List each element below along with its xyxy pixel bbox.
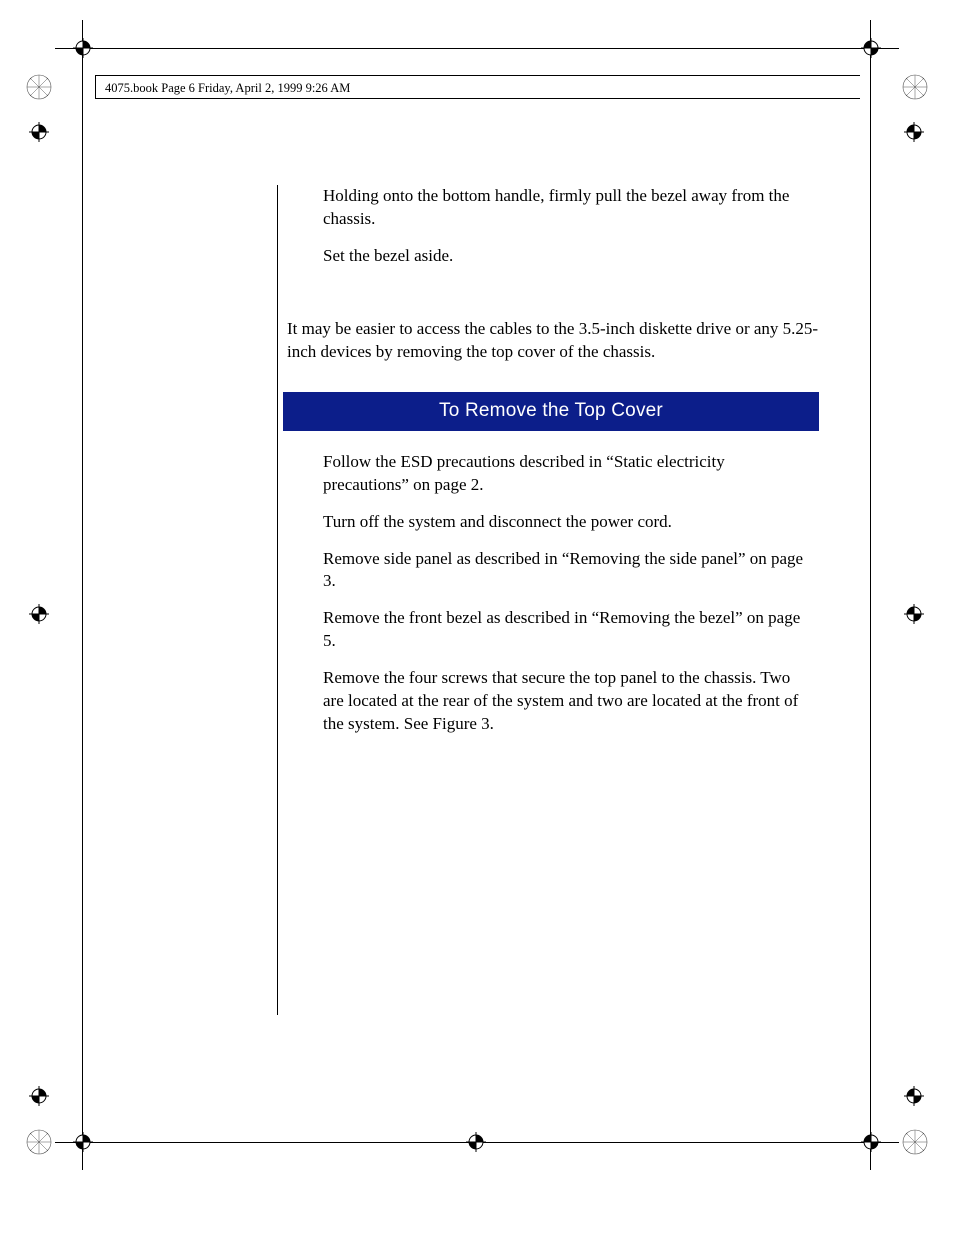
regmark-icon xyxy=(73,38,93,58)
regmark-icon xyxy=(466,1132,486,1152)
crop-line-right xyxy=(870,20,871,1170)
body-note: It may be easier to access the cables to… xyxy=(287,318,823,364)
running-header: 4075.book Page 6 Friday, April 2, 1999 9… xyxy=(105,81,350,96)
crop-line-left xyxy=(82,20,83,1170)
rosette-icon xyxy=(25,73,53,101)
step-paragraph: Remove side panel as described in “Remov… xyxy=(323,548,813,594)
body-paragraph: Holding onto the bottom handle, firmly p… xyxy=(323,185,813,231)
regmark-icon xyxy=(29,122,49,142)
step-paragraph: Follow the ESD precautions described in … xyxy=(323,451,813,497)
step-paragraph: Remove the four screws that secure the t… xyxy=(323,667,813,736)
rosette-icon xyxy=(901,73,929,101)
regmark-icon xyxy=(904,1086,924,1106)
page-content: Holding onto the bottom handle, firmly p… xyxy=(283,185,823,750)
content-left-rule xyxy=(277,185,278,1015)
rosette-icon xyxy=(25,1128,53,1156)
regmark-icon xyxy=(73,1132,93,1152)
regmark-icon xyxy=(904,122,924,142)
crop-line-top xyxy=(55,48,899,49)
header-rule-left xyxy=(95,75,96,98)
header-rule-top xyxy=(95,75,860,76)
regmark-icon xyxy=(29,1086,49,1106)
body-paragraph: Set the bezel aside. xyxy=(323,245,813,268)
rosette-icon xyxy=(901,1128,929,1156)
regmark-icon xyxy=(29,604,49,624)
regmark-icon xyxy=(861,1132,881,1152)
section-heading: To Remove the Top Cover xyxy=(283,392,819,431)
step-paragraph: Turn off the system and disconnect the p… xyxy=(323,511,813,534)
regmark-icon xyxy=(861,38,881,58)
step-paragraph: Remove the front bezel as described in “… xyxy=(323,607,813,653)
regmark-icon xyxy=(904,604,924,624)
header-rule-bottom xyxy=(95,98,860,99)
